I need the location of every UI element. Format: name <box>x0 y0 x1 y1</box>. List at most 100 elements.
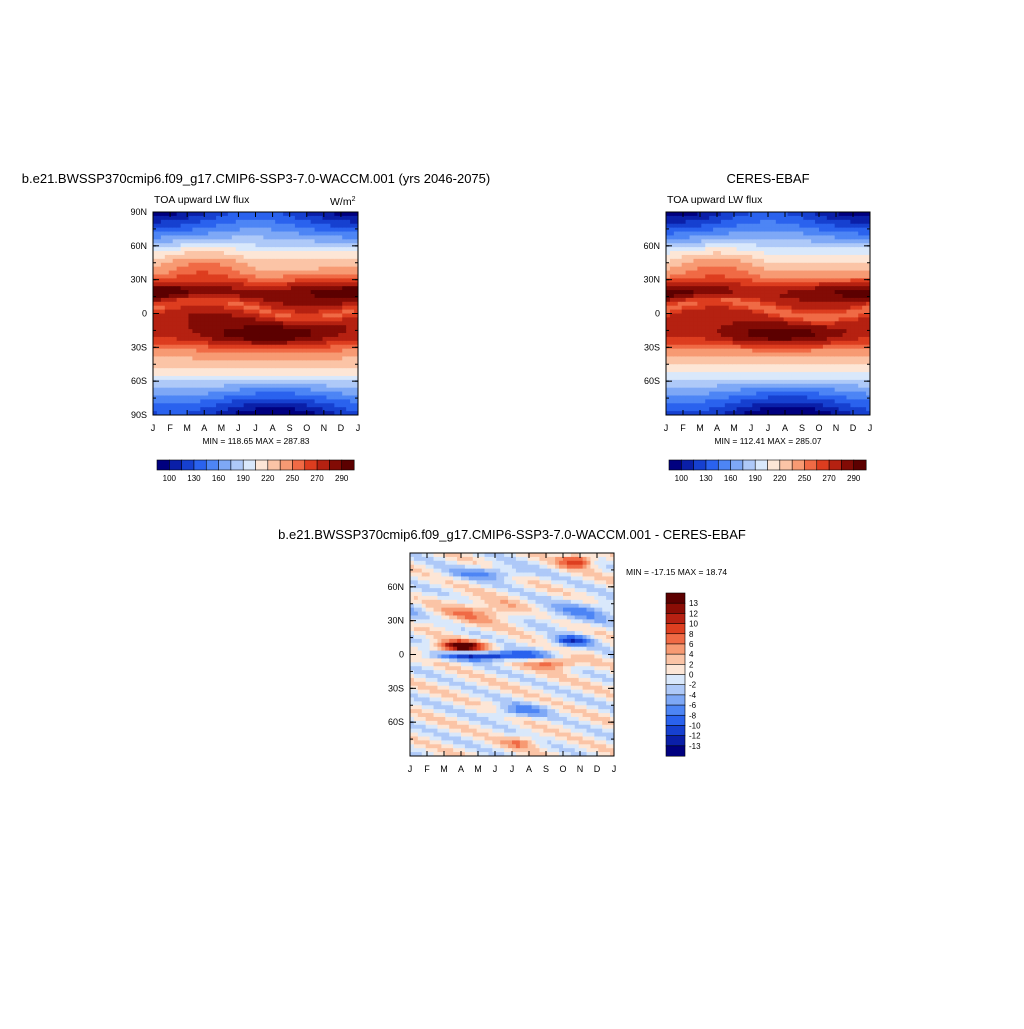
contour-cell <box>815 298 820 303</box>
contour-cell <box>157 341 162 346</box>
contour-cell <box>737 302 742 307</box>
contour-cell <box>259 321 264 326</box>
contour-cell <box>161 247 166 252</box>
contour-cell <box>291 368 296 373</box>
contour-cell <box>287 282 292 287</box>
contour-cell <box>733 395 738 400</box>
contour-cell <box>705 235 710 240</box>
contour-cell <box>827 290 832 295</box>
contour-cell <box>196 286 201 291</box>
contour-cell <box>350 247 355 252</box>
contour-cell <box>776 251 781 256</box>
contour-cell <box>220 407 225 412</box>
contour-cell <box>224 388 229 393</box>
contour-cell <box>188 271 193 276</box>
contour-cell <box>291 239 296 244</box>
contour-cell <box>326 345 331 350</box>
contour-cell <box>200 235 205 240</box>
contour-cell <box>815 388 820 393</box>
contour-cell <box>263 220 268 225</box>
contour-cell <box>224 392 229 397</box>
contour-cell <box>283 395 288 400</box>
contour-cell <box>807 392 812 397</box>
contour-cell <box>721 329 726 334</box>
contour-cell <box>192 317 197 322</box>
contour-cell <box>827 384 832 389</box>
contour-cell <box>185 399 190 404</box>
contour-cell <box>279 278 284 283</box>
contour-cell <box>291 290 296 295</box>
contour-cell <box>263 388 268 393</box>
contour-cell <box>752 364 757 369</box>
contour-cell <box>244 274 249 279</box>
contour-cell <box>315 341 320 346</box>
contour-cell <box>275 224 280 229</box>
contour-cell <box>788 399 793 404</box>
contour-cell <box>275 325 280 330</box>
contour-cell <box>157 392 162 397</box>
contour-cell <box>693 364 698 369</box>
contour-cell <box>271 263 276 268</box>
contour-cell <box>263 368 268 373</box>
contour-cell <box>721 263 726 268</box>
contour-cell <box>823 302 828 307</box>
contour-cell <box>690 267 695 272</box>
contour-cell <box>161 243 166 248</box>
contour-cell <box>259 325 264 330</box>
contour-cell <box>721 341 726 346</box>
contour-cell <box>224 235 229 240</box>
contour-cell <box>295 364 300 369</box>
contour-cell <box>799 317 804 322</box>
contour-cell <box>303 321 308 326</box>
contour-cell <box>319 263 324 268</box>
contour-cell <box>788 298 793 303</box>
contour-cell <box>161 259 166 264</box>
contour-cell <box>784 263 789 268</box>
contour-cell <box>670 325 675 330</box>
contour-cell <box>729 349 734 354</box>
contour-cell <box>733 356 738 361</box>
contour-cell <box>346 380 351 385</box>
contour-cell <box>330 356 335 361</box>
contour-cell <box>188 353 193 358</box>
contour-cell <box>181 317 186 322</box>
contour-cell <box>271 364 276 369</box>
contour-cell <box>196 306 201 311</box>
contour-cell <box>263 302 268 307</box>
contour-cell <box>307 235 312 240</box>
contour-cell <box>319 310 324 315</box>
contour-cell <box>169 341 174 346</box>
contour-cell <box>192 403 197 408</box>
contour-cell <box>733 407 738 412</box>
contour-cell <box>784 235 789 240</box>
contour-cell <box>311 278 316 283</box>
contour-cell <box>263 349 268 354</box>
contour-cell <box>666 368 671 373</box>
contour-cell <box>741 247 746 252</box>
contour-cell <box>807 286 812 291</box>
contour-cell <box>252 388 257 393</box>
contour-cell <box>173 267 178 272</box>
contour-cell <box>729 267 734 272</box>
contour-cell <box>220 290 225 295</box>
contour-cell <box>319 235 324 240</box>
contour-cell <box>713 360 718 365</box>
contour-cell <box>756 290 761 295</box>
contour-cell <box>291 372 296 377</box>
contour-cell <box>721 372 726 377</box>
contour-cell <box>224 239 229 244</box>
contour-cell <box>153 341 158 346</box>
contour-cell <box>157 239 162 244</box>
contour-cell <box>748 235 753 240</box>
contour-cell <box>725 384 730 389</box>
contour-cell <box>192 325 197 330</box>
contour-cell <box>279 243 284 248</box>
contour-cell <box>741 263 746 268</box>
contour-cell <box>799 333 804 338</box>
contour-cell <box>678 364 683 369</box>
contour-cell <box>776 388 781 393</box>
contour-cell <box>737 337 742 342</box>
contour-cell <box>346 329 351 334</box>
contour-cell <box>157 255 162 260</box>
